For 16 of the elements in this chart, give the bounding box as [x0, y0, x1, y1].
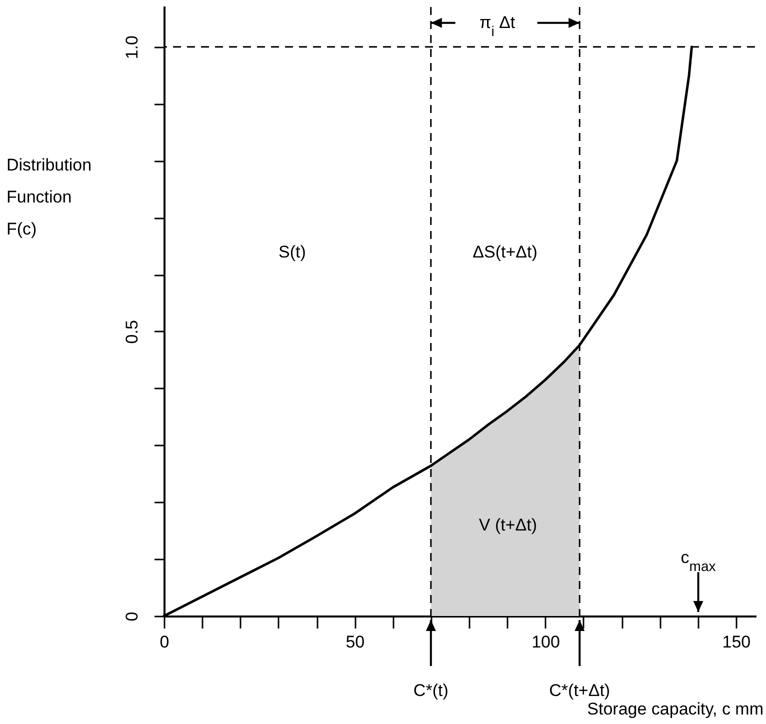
y-tick-label: 1.0: [122, 36, 142, 60]
y-axis-title: Distribution Function F(c): [6, 156, 92, 238]
x-tick-label: 0: [160, 632, 170, 652]
y-tick-label: 0: [122, 612, 142, 622]
ref-line-label: C*(t+Δt): [549, 681, 610, 700]
annotation: ΔS(t+Δt): [472, 242, 538, 262]
x-tick-label: 150: [722, 632, 751, 652]
annotation: π$_{i}$ Δt: [479, 12, 516, 39]
annotation: S(t): [278, 242, 306, 262]
y-tick-label: 0.5: [122, 320, 142, 344]
annotation: V (t+Δt): [478, 515, 538, 534]
x-axis-title: Storage capacity, c mm: [587, 700, 764, 718]
x-tick-label: 100: [532, 632, 560, 652]
annotation: c$_{max}$: [680, 548, 716, 574]
x-tick-label: 50: [346, 632, 365, 652]
ref-line-label: C*(t): [413, 681, 448, 700]
